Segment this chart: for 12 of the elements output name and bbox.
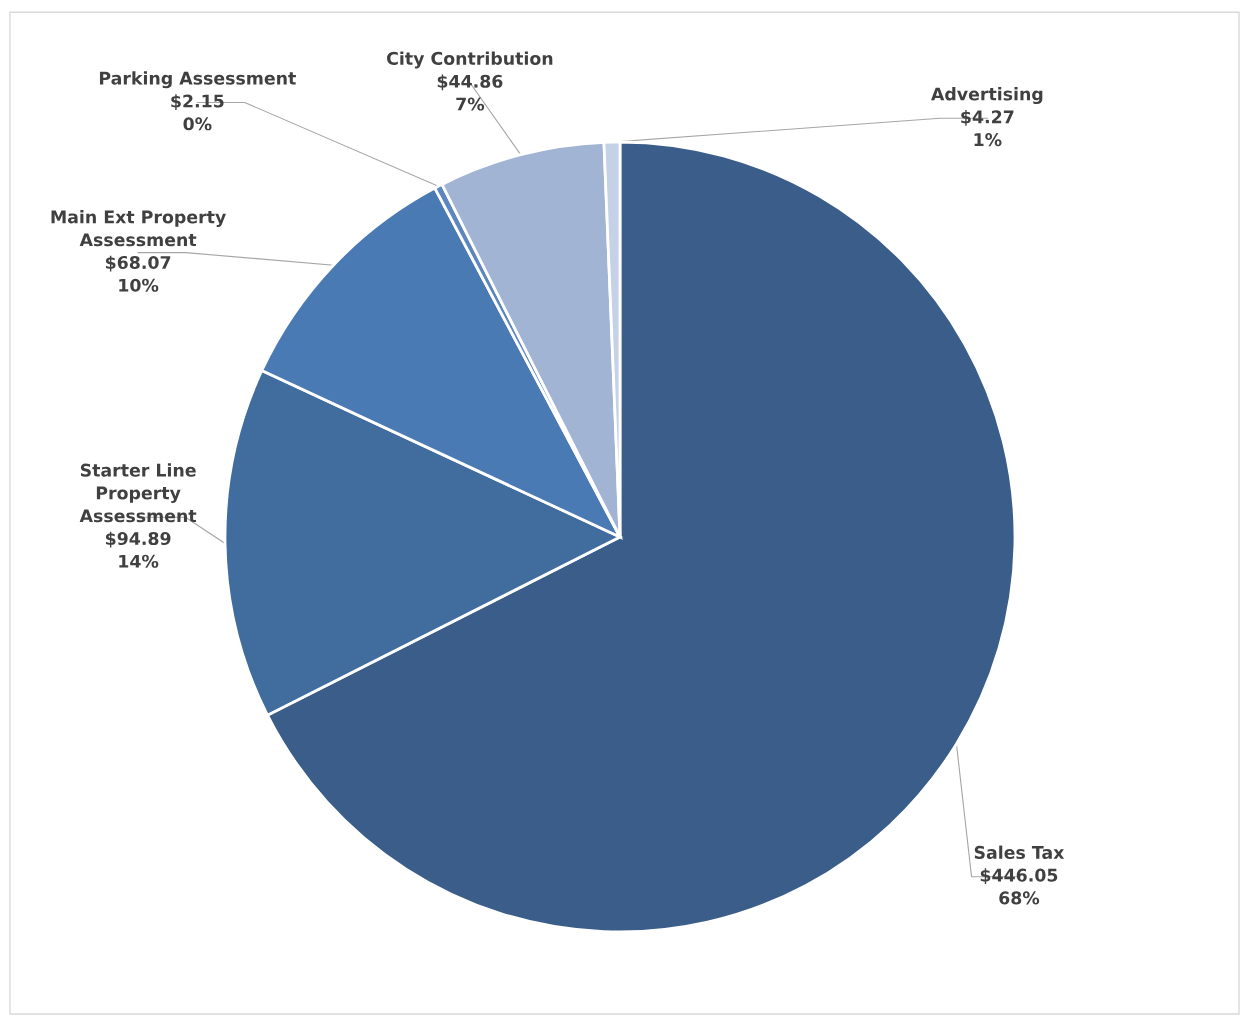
data-label: $4.27 1% [961,109,1014,147]
slice-label: Main Ext Property Assessment [51,210,226,247]
data-label: $94.89 14% [105,531,171,568]
data-label: $44.86 7% [437,74,503,111]
data-label: $446.05 68% [980,868,1058,905]
slice-label: Parking Assessment [99,71,296,89]
slice-label: Sales Tax [974,845,1065,859]
slice-label: City Contribution [387,51,553,69]
slice-label: Advertising [931,87,1043,105]
slice-label: Starter Line Property Assessment [79,463,197,523]
data-label: $2.15 0% [171,94,224,131]
data-label: $68.07 10% [105,255,171,292]
